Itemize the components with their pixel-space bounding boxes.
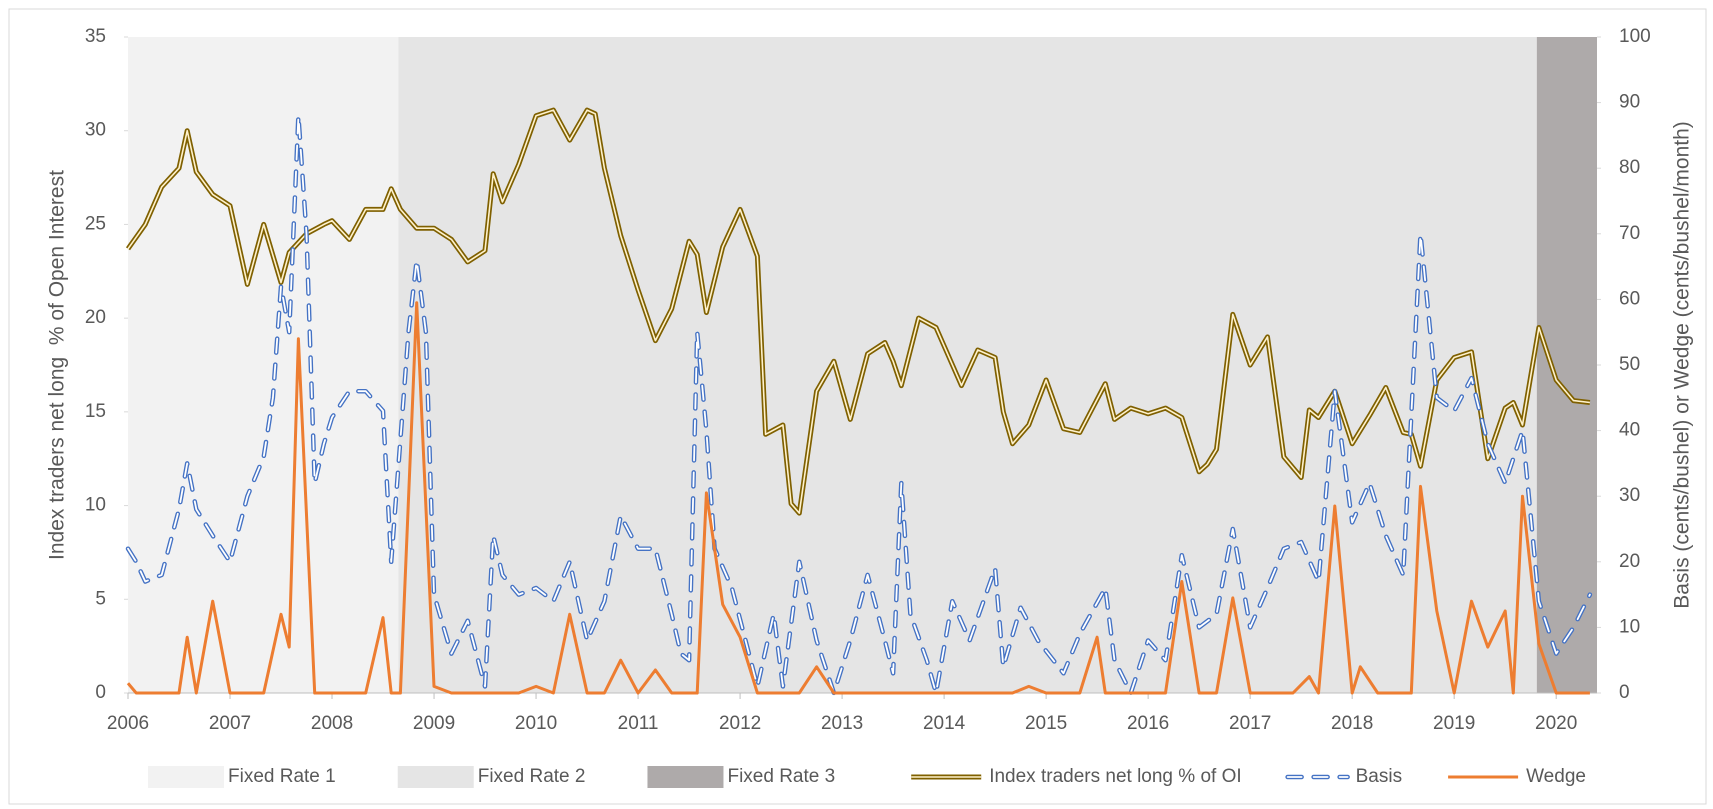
region xyxy=(128,37,399,693)
legend-label: Fixed Rate 3 xyxy=(727,766,835,787)
x-tick-label: 2009 xyxy=(413,713,455,734)
x-tick-label: 2014 xyxy=(923,713,966,734)
chart-border xyxy=(8,8,1707,805)
x-tick-label: 2011 xyxy=(618,713,659,734)
y2-tick-label: 80 xyxy=(1619,157,1640,178)
x-tick-label: 2008 xyxy=(311,713,353,734)
series-line xyxy=(126,301,1590,695)
legend-swatch xyxy=(397,766,474,788)
x-tick-label: 2012 xyxy=(719,713,761,734)
y-tick-label: 35 xyxy=(85,26,106,47)
y2-tick-label: 20 xyxy=(1619,551,1640,572)
y2-tick-label: 0 xyxy=(1619,682,1630,703)
y2-tick-label: 10 xyxy=(1619,616,1640,637)
x-tick-label: 2017 xyxy=(1229,713,1271,734)
y-tick-label: 25 xyxy=(85,213,106,234)
x-tick-label: 2020 xyxy=(1535,713,1577,734)
x-tick-label: 2013 xyxy=(821,713,863,734)
y2-tick-label: 30 xyxy=(1619,485,1640,506)
region xyxy=(398,37,1537,693)
legend-swatch xyxy=(148,766,224,788)
y-tick-label: 0 xyxy=(95,682,106,703)
y-tick-label: 10 xyxy=(85,495,106,516)
x-tick-label: 2016 xyxy=(1127,713,1169,734)
y2-tick-label: 90 xyxy=(1619,92,1640,113)
x-tick-label: 2006 xyxy=(107,713,149,734)
region xyxy=(1536,37,1597,693)
y-axis-title: Index traders net long % of Open Interes… xyxy=(46,170,69,560)
legend-label: Wedge xyxy=(1526,766,1586,787)
y2-tick-label: 100 xyxy=(1619,26,1651,47)
legend-label: Basis xyxy=(1356,766,1402,787)
x-tick-label: 2010 xyxy=(515,713,557,734)
x-tick-label: 2018 xyxy=(1331,713,1373,734)
y2-tick-label: 50 xyxy=(1619,354,1640,375)
y-tick-label: 20 xyxy=(85,307,106,328)
x-tick-label: 2015 xyxy=(1025,713,1067,734)
legend-label: Fixed Rate 1 xyxy=(228,766,336,787)
y2-tick-label: 40 xyxy=(1619,420,1640,441)
legend-label: Fixed Rate 2 xyxy=(478,766,586,787)
y-tick-label: 5 xyxy=(95,588,106,609)
x-tick-label: 2019 xyxy=(1433,713,1475,734)
y-tick-label: 30 xyxy=(85,120,106,141)
y2-axis-title: Basis (cents/bushel) or Wedge (cents/bus… xyxy=(1671,121,1694,609)
series-line xyxy=(127,114,1591,694)
y-tick-label: 15 xyxy=(85,401,106,422)
legend-swatch xyxy=(647,766,724,788)
legend-label: Index traders net long % of OI xyxy=(989,766,1241,787)
y2-tick-label: 60 xyxy=(1619,288,1640,309)
x-tick-label: 2007 xyxy=(209,713,251,734)
y2-tick-label: 70 xyxy=(1619,223,1640,244)
series-line xyxy=(127,109,1590,514)
